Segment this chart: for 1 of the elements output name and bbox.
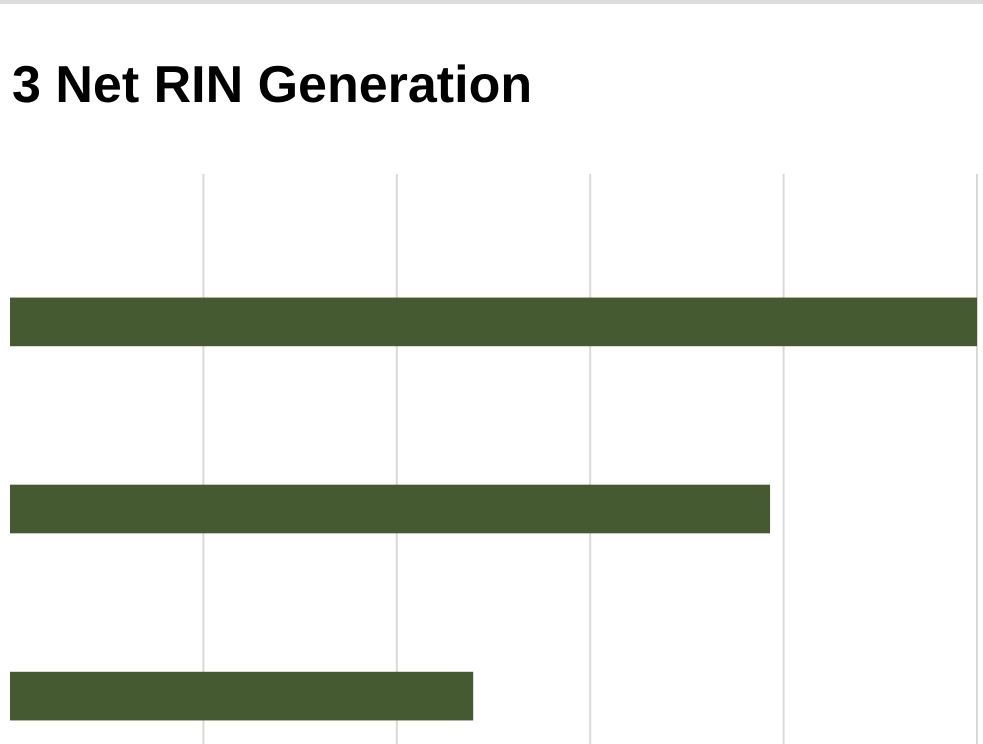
chart-title: 3 Net RIN Generation — [12, 56, 532, 114]
